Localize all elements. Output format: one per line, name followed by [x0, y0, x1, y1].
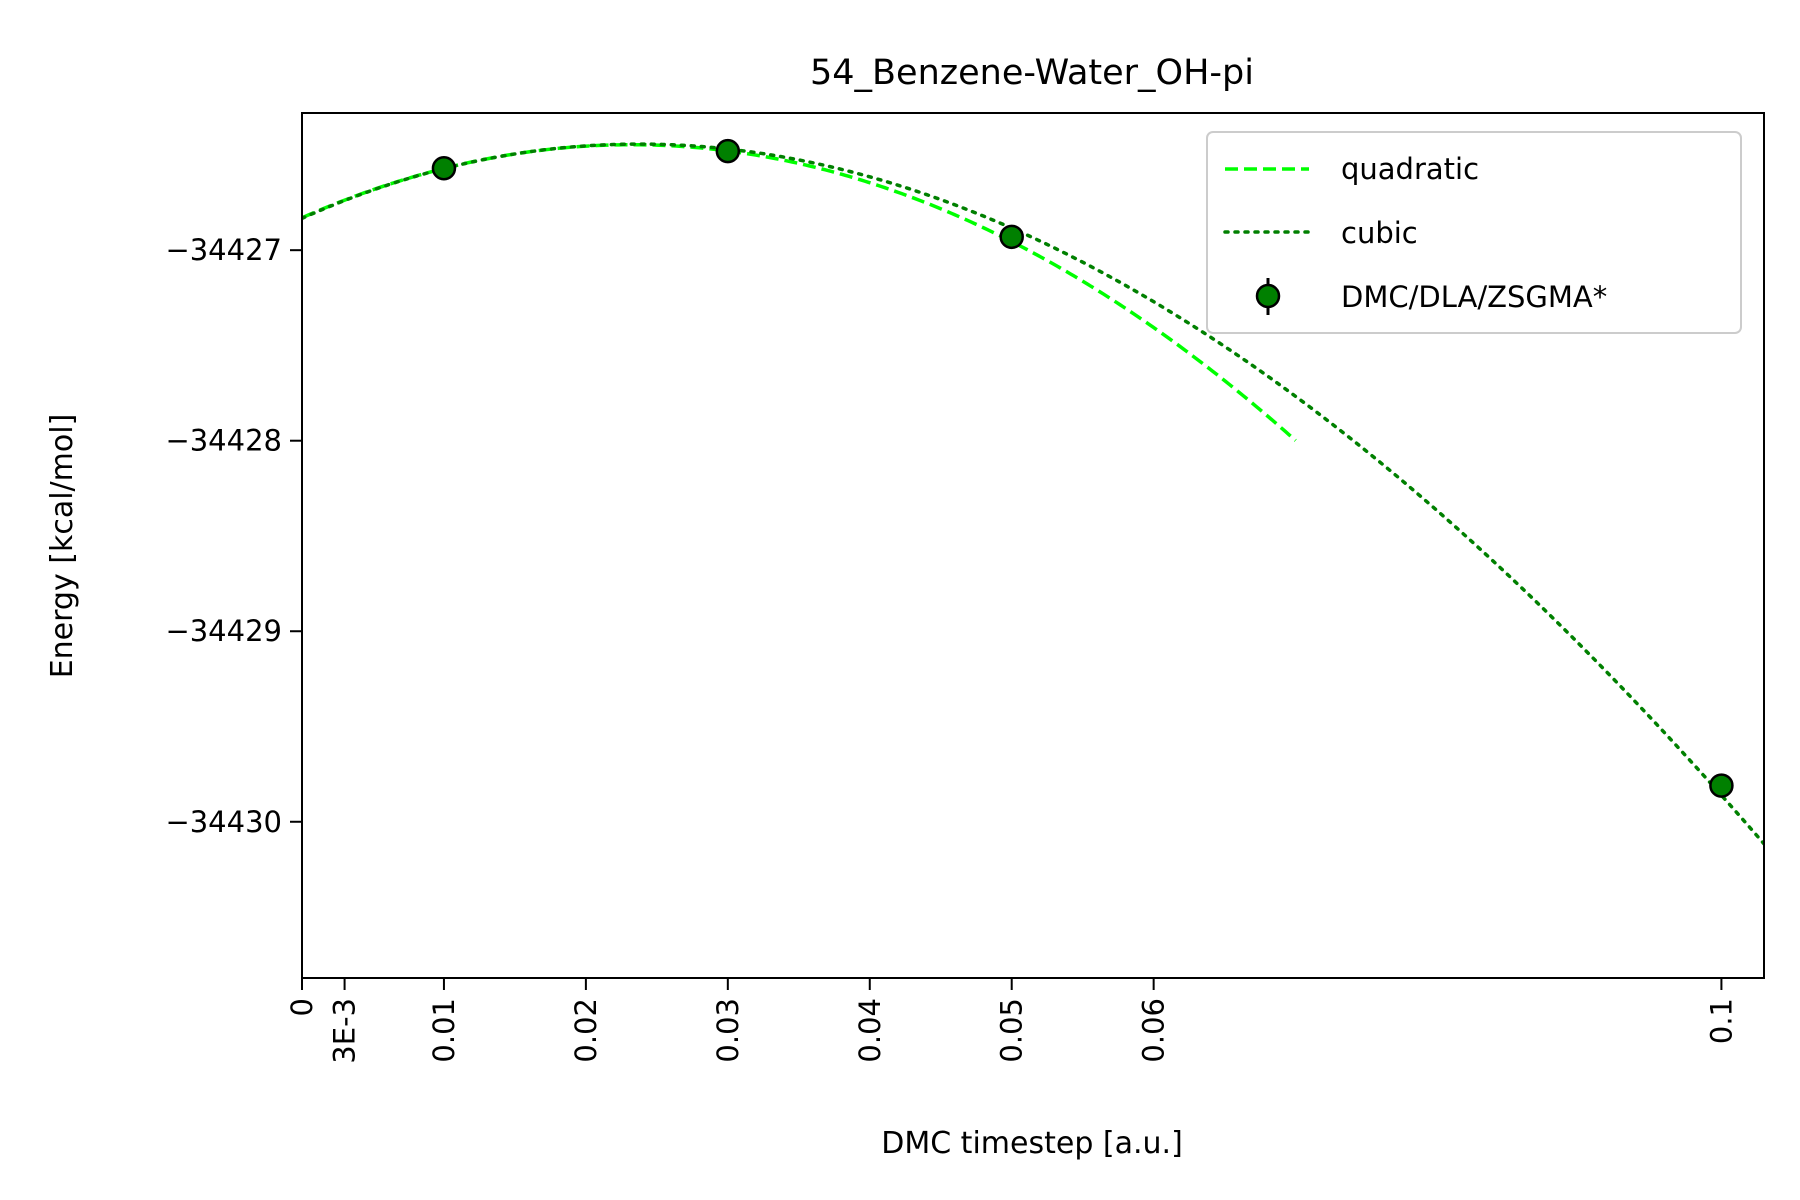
y-tick-label-34428: −34428	[165, 424, 282, 458]
ticks-layer: 0 3E-3 0.01 0.02 0.03 0.04 0.05 0.06 0.1 −34427 −3…	[165, 233, 1738, 1064]
x-tick-label-0-01: 0.01	[427, 998, 461, 1063]
x-tick-label-0-1: 0.1	[1704, 998, 1738, 1044]
x-tick-label-0-03: 0.03	[711, 998, 745, 1063]
data-point-4	[1709, 773, 1734, 798]
series-line-quadratic	[302, 142, 1297, 442]
x-tick-label-3e-3: 3E-3	[328, 998, 362, 1064]
x-tick-label-0-02: 0.02	[569, 998, 603, 1063]
legend-swatches	[1223, 167, 1311, 315]
legend-label-dmc: DMC/DLA/ZSGMA*	[1341, 280, 1607, 314]
x-tick-label-0-06: 0.06	[1137, 998, 1171, 1063]
series-line-cubic	[302, 142, 1764, 846]
y-tick-label-34427: −34427	[165, 233, 282, 267]
x-tick-label-0-04: 0.04	[853, 998, 887, 1063]
legend: quadratic cubic DMC/DLA/ZSGMA*	[1206, 131, 1742, 334]
legend-box	[1206, 131, 1742, 334]
data-point-3	[999, 224, 1024, 250]
legend-swatch-dmc	[1255, 283, 1281, 309]
chart-title: 54_Benzene-Water_OH-pi	[810, 53, 1254, 93]
y-tick-label-34430: −34430	[165, 805, 282, 839]
y-axis-label: Energy [kcal/mol]	[45, 414, 80, 679]
plot-frame	[301, 112, 1765, 979]
y-tick-label-34429: −34429	[165, 614, 282, 648]
legend-label-cubic: cubic	[1341, 216, 1418, 250]
x-tick-label-0: 0	[285, 998, 319, 1016]
data-point-2	[715, 138, 741, 164]
legend-label-quadratic: quadratic	[1341, 152, 1479, 186]
x-tick-label-0-05: 0.05	[995, 998, 1029, 1063]
x-axis-label: DMC timestep [a.u.]	[881, 1126, 1183, 1161]
data-point-1	[431, 156, 457, 181]
series-layer	[302, 138, 1764, 846]
